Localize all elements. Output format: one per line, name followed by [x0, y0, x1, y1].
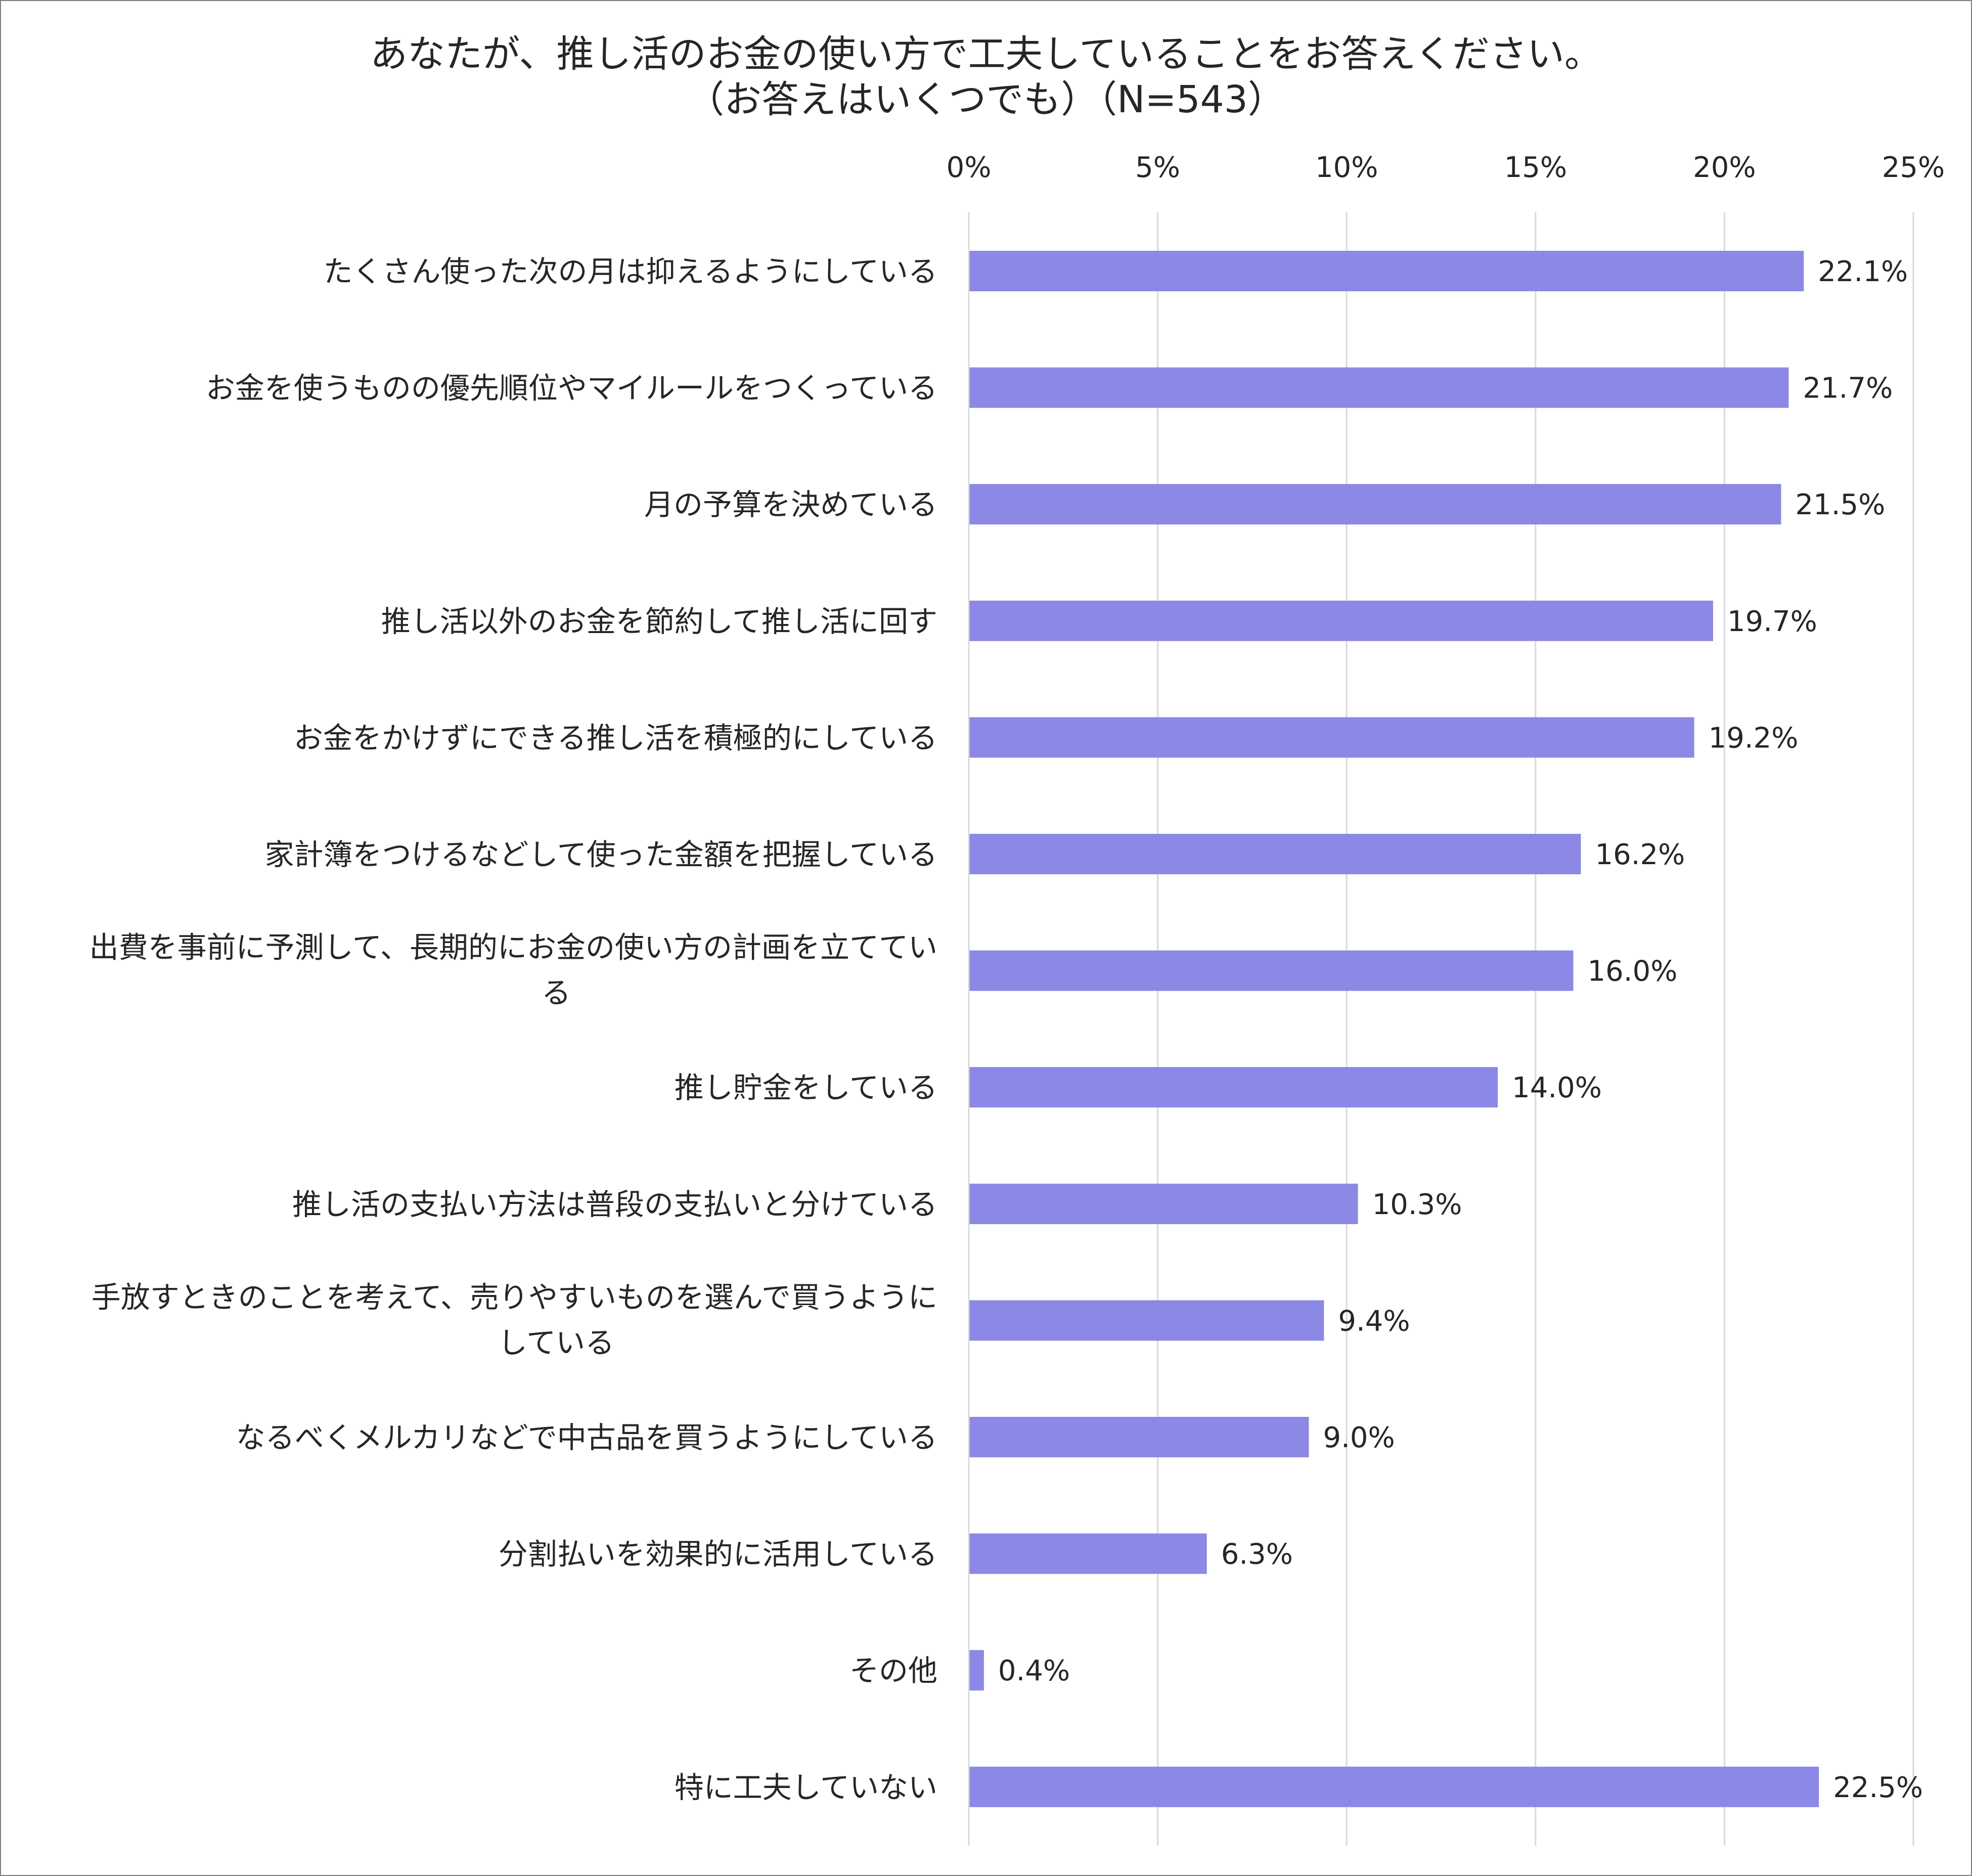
x-tick-label: 20% [1693, 151, 1756, 184]
category-label: お金をかけずにできる推し活を積極的にしている [294, 721, 937, 755]
category-label: その他 [849, 1654, 937, 1688]
bar [969, 950, 1574, 991]
bar [969, 1650, 984, 1691]
bar [969, 600, 1713, 641]
data-label: 9.4% [1338, 1305, 1410, 1337]
data-label: 14.0% [1512, 1071, 1602, 1104]
category-label: 出費を事前に予測して、長期的にお金の使い方の計画を立てている [89, 930, 937, 1010]
data-label: 0.4% [998, 1655, 1070, 1687]
bar [969, 834, 1581, 874]
data-label: 19.7% [1727, 605, 1817, 638]
chart-subtitle: （お答えはいくつでも）（N=543） [687, 78, 1285, 121]
category-label: 特に工夫していない [675, 1770, 937, 1805]
bar [969, 717, 1694, 758]
category-label: なるべくメルカリなどで中古品を買うようにしている [236, 1420, 937, 1455]
data-label: 21.5% [1795, 488, 1885, 521]
category-label: 推し活以外のお金を節約して推し活に回す [381, 604, 937, 639]
x-tick-label: 25% [1882, 151, 1945, 184]
category-label: 推し活の支払い方法は普段の支払いと分けている [292, 1187, 937, 1222]
category-label: 家計簿をつけるなどして使った金額を把握している [264, 837, 937, 872]
category-label: 月の予算を決めている [644, 487, 937, 522]
data-label: 6.3% [1221, 1538, 1293, 1571]
category-label: 分割払いを効果的に活用している [499, 1537, 937, 1572]
category-label: 手放すときのことを考えて、売りやすいものを選んで買うようにしている [92, 1280, 937, 1360]
x-tick-label: 5% [1135, 151, 1180, 184]
bar [969, 1766, 1819, 1807]
bar [969, 1067, 1498, 1108]
bar [969, 367, 1789, 408]
data-label: 16.0% [1588, 955, 1678, 988]
x-tick-label: 15% [1504, 151, 1567, 184]
category-label: 推し貯金をしている [675, 1070, 937, 1105]
x-tick-label: 0% [947, 151, 992, 184]
data-label: 16.2% [1595, 838, 1685, 871]
data-label: 10.3% [1372, 1188, 1462, 1221]
x-tick-label: 10% [1315, 151, 1378, 184]
data-label: 22.1% [1818, 255, 1908, 288]
bar [969, 1183, 1358, 1224]
chart-title: あなたが、推し活のお金の使い方で工夫していることをお答えください。 [370, 32, 1602, 76]
bar [969, 484, 1781, 525]
data-label: 22.5% [1833, 1771, 1923, 1804]
bar [969, 1300, 1324, 1341]
bar [969, 1533, 1207, 1574]
category-label: たくさん使った次の月は抑えるようにしている [323, 254, 937, 289]
data-label: 21.7% [1803, 372, 1893, 405]
bar [969, 251, 1804, 291]
bar [969, 1417, 1309, 1457]
data-label: 19.2% [1709, 722, 1799, 754]
category-label: お金を使うものの優先順位やマイルールをつくっている [206, 371, 937, 406]
data-label: 9.0% [1323, 1421, 1395, 1454]
